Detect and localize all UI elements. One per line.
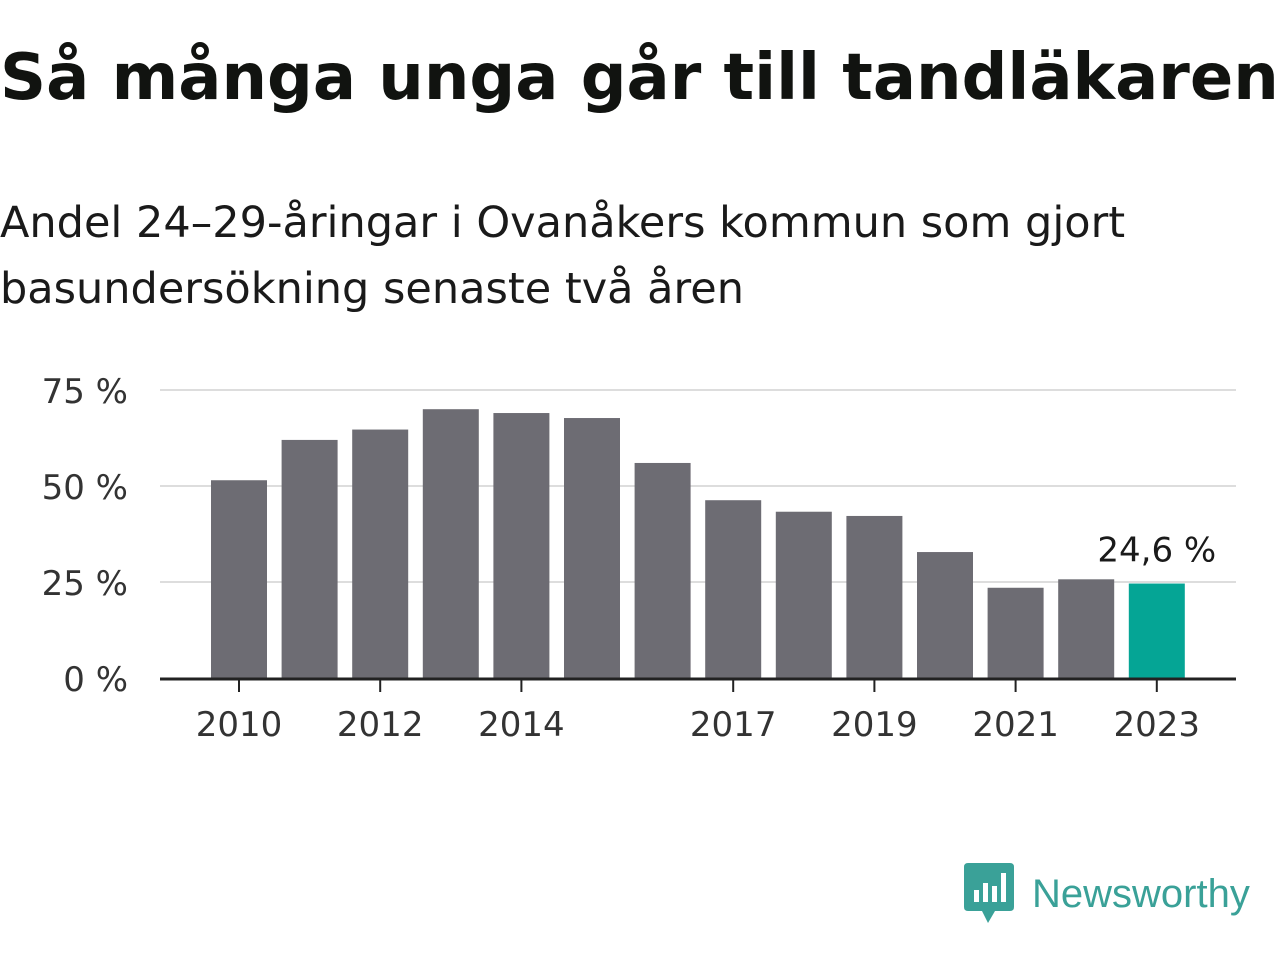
y-tick-label: 0 % — [63, 660, 128, 700]
newsworthy-logo-icon — [964, 863, 1014, 923]
y-tick-label: 50 % — [42, 468, 128, 508]
bar — [705, 500, 762, 678]
bar — [564, 418, 620, 678]
bar — [493, 413, 550, 678]
bar — [917, 552, 973, 678]
y-tick-label: 75 % — [42, 372, 128, 412]
bar — [775, 511, 832, 678]
bar-chart: 0 % 25 % 50 % 75 % 2010 2012 2014 2017 2019 2021 2… — [42, 372, 1236, 745]
x-tick-label: 2010 — [196, 705, 283, 745]
bar — [211, 480, 267, 678]
x-tick-label: 2012 — [337, 705, 424, 745]
x-tick-label: 2021 — [972, 705, 1059, 745]
x-tick-label: 2023 — [1114, 705, 1201, 745]
chart-title: Så många unga går till tandläkaren — [0, 41, 1279, 115]
bar — [422, 409, 479, 678]
bar-highlight — [1128, 583, 1185, 678]
data-label-highlight: 24,6 % — [1097, 531, 1216, 571]
x-tick-label: 2017 — [690, 705, 777, 745]
brand-name: Newsworthy — [1032, 871, 1250, 916]
bar — [634, 462, 691, 678]
chart-subtitle: Andel 24–29-åringar i Ovanåkers kommun s… — [0, 198, 1126, 314]
bar — [987, 587, 1044, 678]
bar — [1058, 579, 1115, 678]
bar — [281, 439, 338, 678]
x-tick-label: 2019 — [831, 705, 918, 745]
bar — [352, 429, 409, 678]
newsworthy-logo: Newsworthy — [964, 862, 1250, 926]
x-tick-label: 2014 — [478, 705, 565, 745]
y-tick-label: 25 % — [42, 564, 128, 604]
bar — [846, 515, 903, 678]
